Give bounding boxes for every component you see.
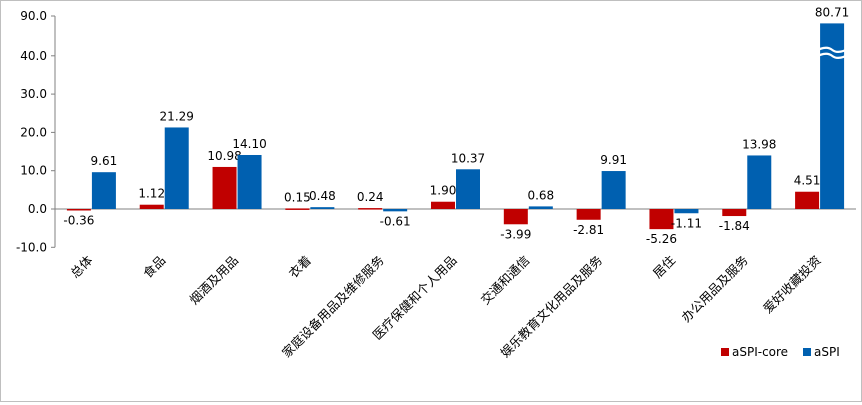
bar-aSPI [674,209,699,214]
y-tick-label: 0.0 [28,202,47,216]
category-label: 食品 [140,253,168,281]
data-label: -1.84 [719,219,750,233]
bar-aSPI-core [212,166,237,209]
bar-aSPI [747,155,772,209]
axis-break-mark [813,52,851,59]
bar-aSPI-core [795,191,820,209]
y-tick-label: 40.0 [20,49,47,63]
category-label: 交通和通信 [478,253,533,308]
data-label: -3.99 [500,227,531,241]
data-label: -1.11 [671,216,702,230]
legend-label: aSPI [814,345,840,359]
bar-aSPI [528,206,553,209]
y-tick-label: 30.0 [20,87,47,101]
category-label: 烟酒及用品 [186,253,241,308]
bar-aSPI [383,209,408,212]
bar-aSPI [91,172,116,209]
data-label: -2.81 [573,223,604,237]
bar-aSPI-core [139,204,164,209]
category-label: 居住 [650,252,679,281]
bar-aSPI-core [503,209,528,225]
y-tick-label: 20.0 [20,125,47,139]
axis-break-mark [813,46,851,53]
data-label: 0.24 [357,190,384,204]
data-label: 1.90 [430,184,457,198]
category-label: 衣着 [286,253,314,281]
data-label: -5.26 [646,232,677,246]
bar-aSPI [237,154,262,209]
data-label: 1.12 [138,187,165,201]
data-label: 0.48 [309,189,336,203]
bar-aSPI-core [285,208,310,210]
data-label: -0.36 [63,214,94,228]
data-label: 21.29 [160,109,194,123]
y-tick-label: -10.0 [16,240,47,254]
data-label: 80.71 [815,5,849,19]
bar-aSPI [601,171,626,209]
data-label: 9.91 [600,153,627,167]
data-label: 14.10 [232,137,266,151]
category-label: 爱好收藏投资 [760,253,824,317]
category-label: 办公用品及服务 [678,253,750,325]
data-label: 0.15 [284,190,311,204]
bar-aSPI-core [649,209,674,230]
bar-aSPI-core [576,209,601,220]
legend-label: aSPI-core [732,345,788,359]
bar-aSPI-core [66,209,91,211]
data-label: 13.98 [742,137,776,151]
bar-aSPI [310,207,335,209]
legend-swatch [721,348,729,356]
y-tick-label: 10.0 [20,164,47,178]
legend-swatch [803,348,811,356]
category-label: 总体 [67,252,96,281]
data-label: 0.68 [527,188,554,202]
data-label: 10.37 [451,151,485,165]
bar-aSPI-core [722,209,747,217]
y-tick-label: 90.0 [20,9,47,23]
bar-aSPI-core [358,208,383,210]
bar-aSPI [164,127,189,209]
data-label: 9.61 [91,154,118,168]
data-label: 4.51 [794,174,821,188]
bar-aSPI [456,169,480,209]
data-label: 10.98 [207,149,241,163]
bar-aSPI-core [431,201,455,209]
data-label: -0.61 [380,214,411,228]
